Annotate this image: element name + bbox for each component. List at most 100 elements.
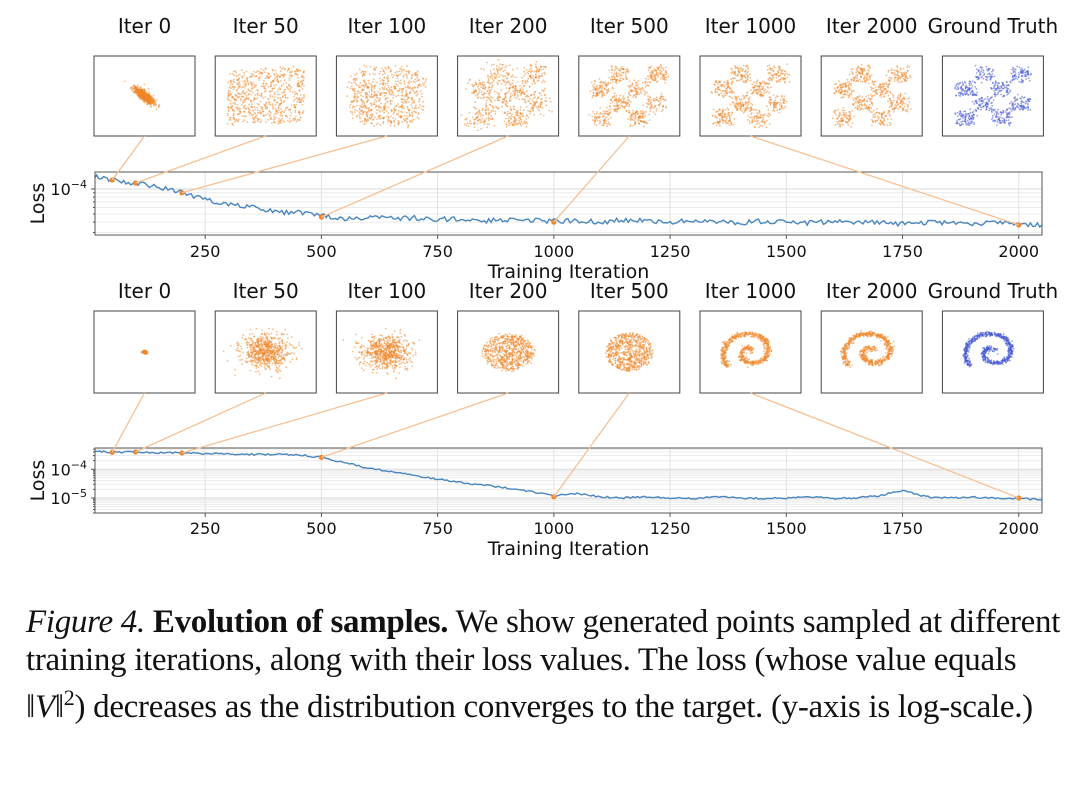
sample-point [277,106,280,109]
sample-point [776,70,779,72]
sample-point [777,80,779,83]
sample-point [889,97,891,100]
sample-point [479,112,481,114]
sample-point [601,124,604,127]
sample-point [877,85,880,88]
sample-point [995,115,998,118]
sample-point [836,118,839,120]
sample-point [484,106,487,109]
sample-point [589,90,592,92]
sample-point [238,73,241,76]
thumbnail-frame [457,55,560,137]
sample-point [644,77,647,80]
sample-point [362,111,364,114]
sample-point [482,114,484,117]
sample-point [880,86,882,88]
sample-point [395,87,397,90]
sample-point [286,106,289,109]
sample-point [854,77,856,79]
sample-point [413,72,416,75]
sample-point [548,109,551,112]
sample-point [865,95,868,98]
sample-thumbnail: Iter 2000 [820,14,923,137]
sample-point [1009,121,1012,124]
sample-point [480,119,482,122]
sample-point [515,76,517,79]
sample-point [401,101,403,103]
sample-point [843,93,846,95]
sample-point [508,97,511,100]
sample-point [665,72,668,75]
sample-point [727,83,729,86]
sample-point [1007,119,1010,121]
sample-point [596,119,599,122]
sample-point [411,89,414,91]
sample-point [869,100,872,102]
sample-point [636,93,639,96]
sample-point [229,93,232,95]
sample-point [390,115,392,117]
sample-point [856,101,859,103]
sample-point [479,121,482,124]
sample-point [656,76,659,78]
sample-point [848,80,850,83]
sample-point [397,121,400,123]
sample-point [391,73,393,76]
sample-point [1010,72,1013,75]
sample-point [393,124,396,127]
sample-point [419,83,421,86]
sample-point [715,79,718,82]
sample-point [416,70,419,73]
sample-point [1025,100,1028,103]
sample-point [908,101,911,103]
sample-point [524,95,527,98]
sample-point [742,105,744,107]
sample-point [278,93,281,96]
sample-point [228,118,231,121]
sample-point [986,76,989,79]
sample-point [301,79,304,81]
sample-point [769,72,772,75]
sample-point [615,94,618,97]
scatter-points [123,80,161,110]
sample-point [284,109,286,112]
sample-point [652,99,655,102]
sample-point [356,110,359,112]
sample-point [358,107,361,110]
sample-point [376,122,379,124]
sample-point [591,96,594,99]
sample-point [490,64,493,66]
sample-point [537,79,540,82]
sample-point [627,85,630,87]
sample-point [143,88,146,90]
sample-point [962,110,965,113]
sample-point [612,95,614,98]
sample-point [491,110,493,112]
sample-point [904,109,907,112]
sample-point [382,122,385,125]
sample-point [767,108,770,111]
sample-point [784,81,787,84]
sample-point [262,85,265,87]
sample-point [986,73,989,76]
sample-point [264,114,267,116]
sample-point [288,77,291,80]
sample-point [777,72,780,74]
sample-point [512,90,514,93]
sample-point [614,99,617,102]
sample-point [510,117,512,120]
sample-thumbnail: Iter 50 [214,14,317,137]
sample-point [295,68,298,71]
sample-point [498,66,500,69]
sample-point [475,82,478,85]
sample-point [758,126,760,129]
sample-point [649,81,651,83]
sample-point [503,111,506,114]
sample-point [383,94,386,97]
sample-point [358,116,361,118]
sample-point [270,81,272,84]
sample-point [751,92,753,95]
sample-point [491,117,494,120]
sample-point [719,108,722,111]
sample-point [593,112,596,115]
